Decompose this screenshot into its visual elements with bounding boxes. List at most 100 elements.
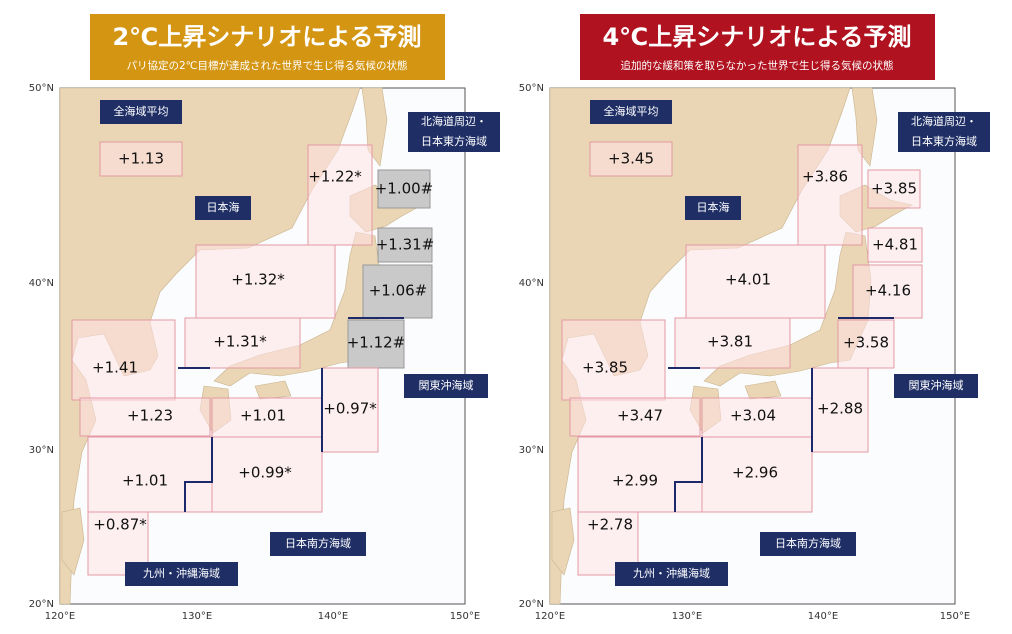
region-box: [211, 397, 323, 438]
region-value: +4.81: [872, 236, 918, 254]
region-value: +3.85: [582, 359, 628, 377]
region-border: [674, 437, 703, 512]
region-box: [674, 317, 791, 369]
region-value: +1.12#: [347, 334, 406, 352]
region-box: [577, 436, 703, 513]
region-box: [377, 169, 431, 209]
lon-label: 150°E: [450, 611, 480, 622]
lon-label: 120°E: [535, 611, 565, 622]
region-box: [321, 367, 379, 453]
region-value: +1.00#: [375, 180, 434, 198]
land: [254, 380, 292, 400]
area-label-box: [898, 112, 990, 152]
land: [61, 507, 85, 576]
region-value: +3.45: [608, 150, 654, 168]
region-value: +1.31*: [213, 333, 267, 351]
area-label-box: [100, 100, 182, 124]
region-box: [87, 436, 213, 513]
region-box: [867, 169, 921, 209]
region-value: +4.01: [725, 271, 771, 289]
region-box: [797, 144, 863, 246]
region-value: +1.13: [118, 150, 164, 168]
region-value: +0.99*: [238, 464, 292, 482]
area-label: 日本海: [697, 200, 730, 214]
region-box: [701, 397, 813, 438]
land: [744, 380, 782, 400]
region-box: [569, 397, 701, 437]
area-label-box: [894, 374, 978, 398]
region-box: [837, 319, 895, 369]
area-label: 日本東方海域: [911, 134, 977, 148]
lon-label: 120°E: [45, 611, 75, 622]
lon-label: 140°E: [318, 611, 348, 622]
area-label: 関東沖海域: [909, 378, 964, 392]
panel-title: 4℃上昇シナリオによる予測: [602, 23, 911, 51]
header: [90, 14, 445, 80]
region-value: +4.16: [865, 282, 911, 300]
area-label-box: [760, 532, 856, 556]
area-label-box: [685, 196, 741, 220]
region-value: +2.99: [612, 472, 658, 490]
region-value: +0.87*: [93, 516, 147, 534]
region-value: +3.81: [707, 333, 753, 351]
region-value: +3.58: [843, 334, 889, 352]
region-value: +1.23: [127, 407, 173, 425]
region-box: [211, 436, 323, 513]
lat-label: 30°N: [29, 445, 54, 456]
region-box: [377, 227, 433, 263]
area-label: 日本東方海域: [421, 134, 487, 148]
region-box: [362, 264, 433, 319]
region-value: +1.06#: [369, 282, 428, 300]
region-value: +2.96: [732, 464, 778, 482]
lat-label: 20°N: [29, 599, 54, 610]
region-border: [184, 437, 213, 512]
lat-label: 50°N: [519, 83, 544, 94]
region-value: +1.41: [92, 359, 138, 377]
region-value: +3.85: [871, 180, 917, 198]
region-value: +1.01: [240, 407, 286, 425]
region-box: [71, 319, 176, 401]
area-label: 日本海: [207, 200, 240, 214]
region-box: [307, 144, 373, 246]
panel-subtitle: 追加的な緩和策を取らなかった世界で生じ得る気候の状態: [621, 59, 894, 72]
region-box: [99, 141, 183, 177]
lat-label: 50°N: [29, 83, 54, 94]
area-label: 日本南方海域: [775, 536, 841, 550]
header: [580, 14, 935, 80]
region-box: [685, 244, 826, 319]
lon-label: 130°E: [182, 611, 212, 622]
region-value: +1.22*: [308, 168, 362, 186]
region-box: [701, 436, 813, 513]
region-value: +3.86: [802, 168, 848, 186]
area-label-box: [195, 196, 251, 220]
region-box: [79, 397, 211, 437]
region-value: +1.31#: [376, 236, 435, 254]
area-label-box: [270, 532, 366, 556]
region-value: +2.88: [817, 400, 863, 418]
area-label: 全海域平均: [114, 104, 169, 118]
lon-label: 150°E: [940, 611, 970, 622]
region-value: +1.01: [122, 472, 168, 490]
region-value: +3.47: [617, 407, 663, 425]
region-value: +3.04: [730, 407, 776, 425]
lat-label: 20°N: [519, 599, 544, 610]
region-box: [589, 141, 673, 177]
area-label-box: [404, 374, 488, 398]
region-box: [811, 367, 869, 453]
region-value: +0.97*: [323, 400, 377, 418]
land: [551, 507, 575, 576]
area-label: 日本南方海域: [285, 536, 351, 550]
map-panel: 2℃上昇シナリオによる予測パリ協定の2℃目標が達成された世界で生じ得る気候の状態…: [29, 14, 500, 622]
area-label-box: [590, 100, 672, 124]
area-label-box: [125, 562, 238, 586]
area-label: 九州・沖縄海域: [143, 566, 220, 580]
area-label: 北海道周辺・: [911, 114, 977, 128]
panel-title: 2℃上昇シナリオによる予測: [112, 23, 421, 51]
area-label: 九州・沖縄海域: [633, 566, 710, 580]
lat-label: 40°N: [519, 278, 544, 289]
panel-subtitle: パリ協定の2℃目標が達成された世界で生じ得る気候の状態: [127, 59, 408, 72]
area-label: 全海域平均: [604, 104, 659, 118]
region-box: [184, 317, 301, 369]
